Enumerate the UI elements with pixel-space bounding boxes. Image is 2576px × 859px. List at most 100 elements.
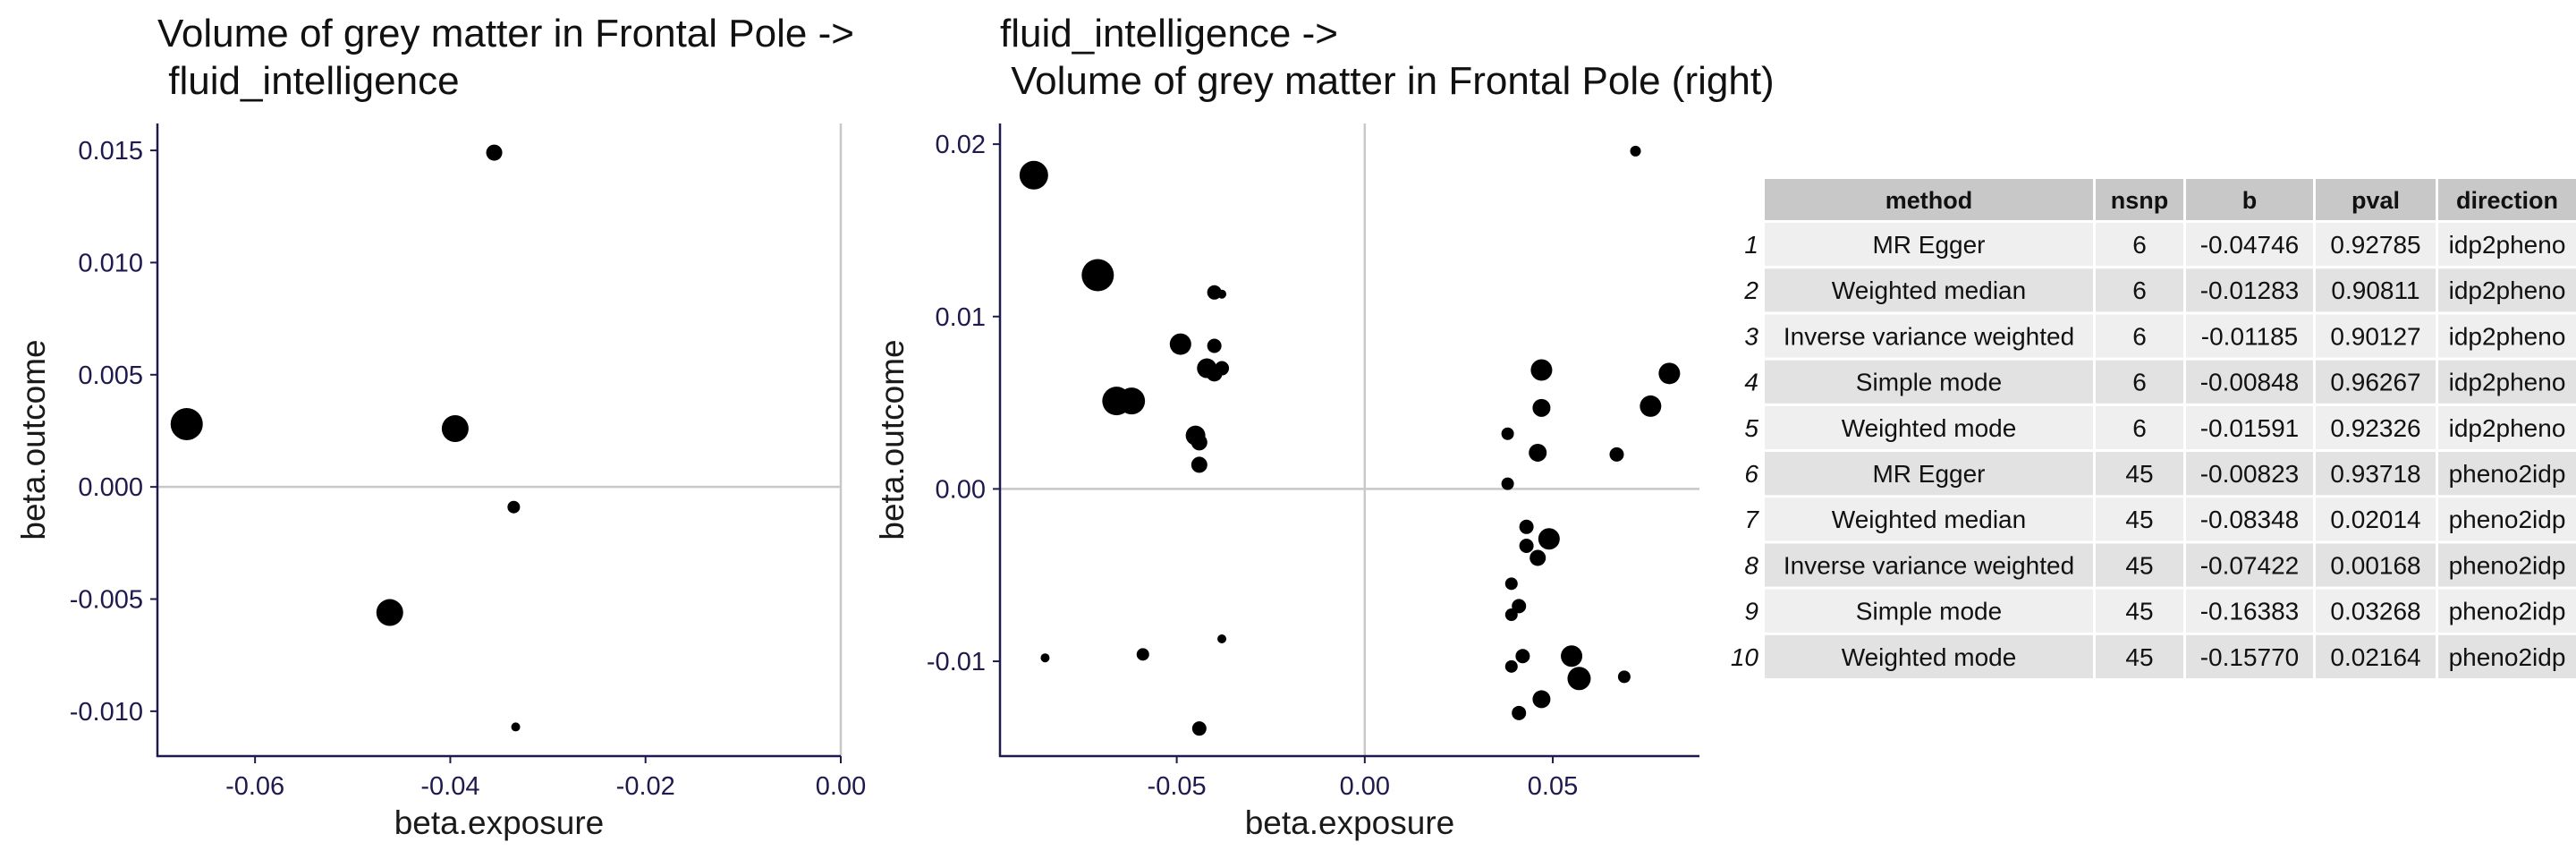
table-cell (1765, 223, 2093, 267)
chart-title-line: Volume of grey matter in Frontal Pole -> (157, 12, 854, 55)
table-row-number: 8 (1744, 551, 1758, 579)
table-cell-method: Inverse variance weighted (1784, 551, 2074, 579)
y-tick-label: 0.02 (936, 131, 986, 159)
table-cell (2438, 314, 2576, 358)
table-cell-method: MR Egger (1872, 231, 1985, 259)
mr-results-table: method nsnp b pval direction 1 MR Egger 6 -0.047… (1731, 179, 2576, 678)
data-point (1532, 690, 1551, 709)
table-row-number: 1 (1744, 231, 1758, 259)
table-cell (2186, 589, 2313, 633)
x-tick-label: 0.00 (1340, 772, 1390, 801)
table-cell-direction: idp2pheno (2449, 276, 2566, 304)
table-cell (1765, 268, 2093, 312)
table-column-header: direction (2456, 187, 2558, 214)
chart-title-line: Volume of grey matter in Frontal Pole (r… (1000, 59, 1775, 103)
table-cell-pval: 0.00168 (2330, 551, 2420, 579)
table-cell-nsnp: 6 (2132, 231, 2147, 259)
data-point (1118, 387, 1146, 415)
table-cell-nsnp: 45 (2125, 506, 2153, 533)
table-header-cell (2096, 179, 2183, 220)
table-column-header: nsnp (2111, 187, 2169, 214)
data-point (1561, 645, 1583, 668)
table-cell-b: -0.16383 (2200, 598, 2300, 625)
table-cell-pval: 0.03268 (2330, 598, 2420, 625)
data-point (376, 599, 403, 626)
table-header-cell (1765, 179, 2093, 220)
table-cell (2316, 223, 2436, 267)
table-cell (2438, 452, 2576, 496)
data-point (1504, 577, 1518, 591)
data-point (1191, 456, 1208, 473)
table-cell (2316, 452, 2436, 496)
table-cell (2096, 543, 2183, 587)
table-cell-pval: 0.90811 (2331, 276, 2419, 304)
table-cell (1765, 405, 2093, 449)
x-axis-title: beta.exposure (394, 804, 605, 841)
table-cell (2316, 405, 2436, 449)
table-cell (2438, 360, 2576, 404)
data-point (1501, 477, 1514, 490)
table-cell (2438, 223, 2576, 267)
table-cell (2316, 498, 2436, 541)
y-tick-label: -0.01 (927, 648, 986, 676)
table-cell (2438, 498, 2576, 541)
table-cell-pval: 0.02014 (2330, 506, 2420, 533)
table-cell-b: -0.04746 (2200, 231, 2300, 259)
table-cell-pval: 0.93718 (2330, 460, 2420, 488)
data-point (1519, 519, 1534, 534)
table-cell (2186, 268, 2313, 312)
title-clip: Volume of grey matter in Frontal Pole ->… (157, 12, 854, 103)
table-cell-direction: pheno2idp (2449, 643, 2566, 671)
data-point (507, 500, 521, 514)
data-point (1217, 634, 1227, 644)
data-point (441, 414, 469, 442)
table-cell-direction: pheno2idp (2449, 506, 2566, 533)
table-cell (2186, 223, 2313, 267)
table-cell (2186, 634, 2313, 678)
table-cell-direction: pheno2idp (2449, 598, 2566, 625)
table-cell (2186, 543, 2313, 587)
table-row-number: 5 (1744, 414, 1758, 442)
table-cell (1765, 452, 2093, 496)
table-cell-b: -0.00848 (2200, 369, 2300, 396)
table-cell (2096, 268, 2183, 312)
table-cell (2316, 360, 2436, 404)
table-cell (1765, 589, 2093, 633)
table-header-cell (2316, 179, 2436, 220)
x-tick-label: -0.06 (225, 772, 284, 801)
table-row-number: 4 (1744, 369, 1758, 396)
table-cell (2316, 543, 2436, 587)
table-cell-method: Weighted median (1832, 506, 2026, 533)
data-point (1217, 289, 1227, 299)
table-row-number: 3 (1744, 322, 1758, 350)
data-point (1529, 443, 1547, 462)
x-axis-title: beta.exposure (1245, 804, 1455, 841)
table-cell-method: Weighted median (1832, 276, 2026, 304)
data-point (1519, 538, 1534, 553)
y-tick-label: 0.010 (78, 249, 143, 277)
table-cell (1765, 634, 2093, 678)
table-cell (2438, 268, 2576, 312)
table-cell-pval: 0.92326 (2330, 414, 2420, 442)
table-cell (2186, 452, 2313, 496)
table-cell (2096, 314, 2183, 358)
table-cell-method: Inverse variance weighted (1784, 322, 2074, 350)
data-point (1512, 705, 1527, 720)
data-point (1040, 653, 1050, 663)
table-cell-nsnp: 6 (2132, 414, 2147, 442)
y-tick-label: 0.015 (78, 137, 143, 166)
table-cell-nsnp: 45 (2125, 551, 2153, 579)
table-cell-method: MR Egger (1872, 460, 1985, 488)
y-tick-label: -0.005 (70, 586, 143, 615)
chart-title-line: fluid_intelligence (157, 59, 460, 103)
y-tick-label: 0.00 (936, 475, 986, 504)
data-point (1504, 608, 1518, 622)
table-cell-b: -0.15770 (2200, 643, 2300, 671)
table-cell-direction: pheno2idp (2449, 551, 2566, 579)
table-cell-nsnp: 45 (2125, 460, 2153, 488)
x-tick-label: -0.04 (420, 772, 479, 801)
y-axis-title: beta.outcome (15, 339, 52, 540)
table-cell (2096, 452, 2183, 496)
data-point (1504, 659, 1518, 673)
